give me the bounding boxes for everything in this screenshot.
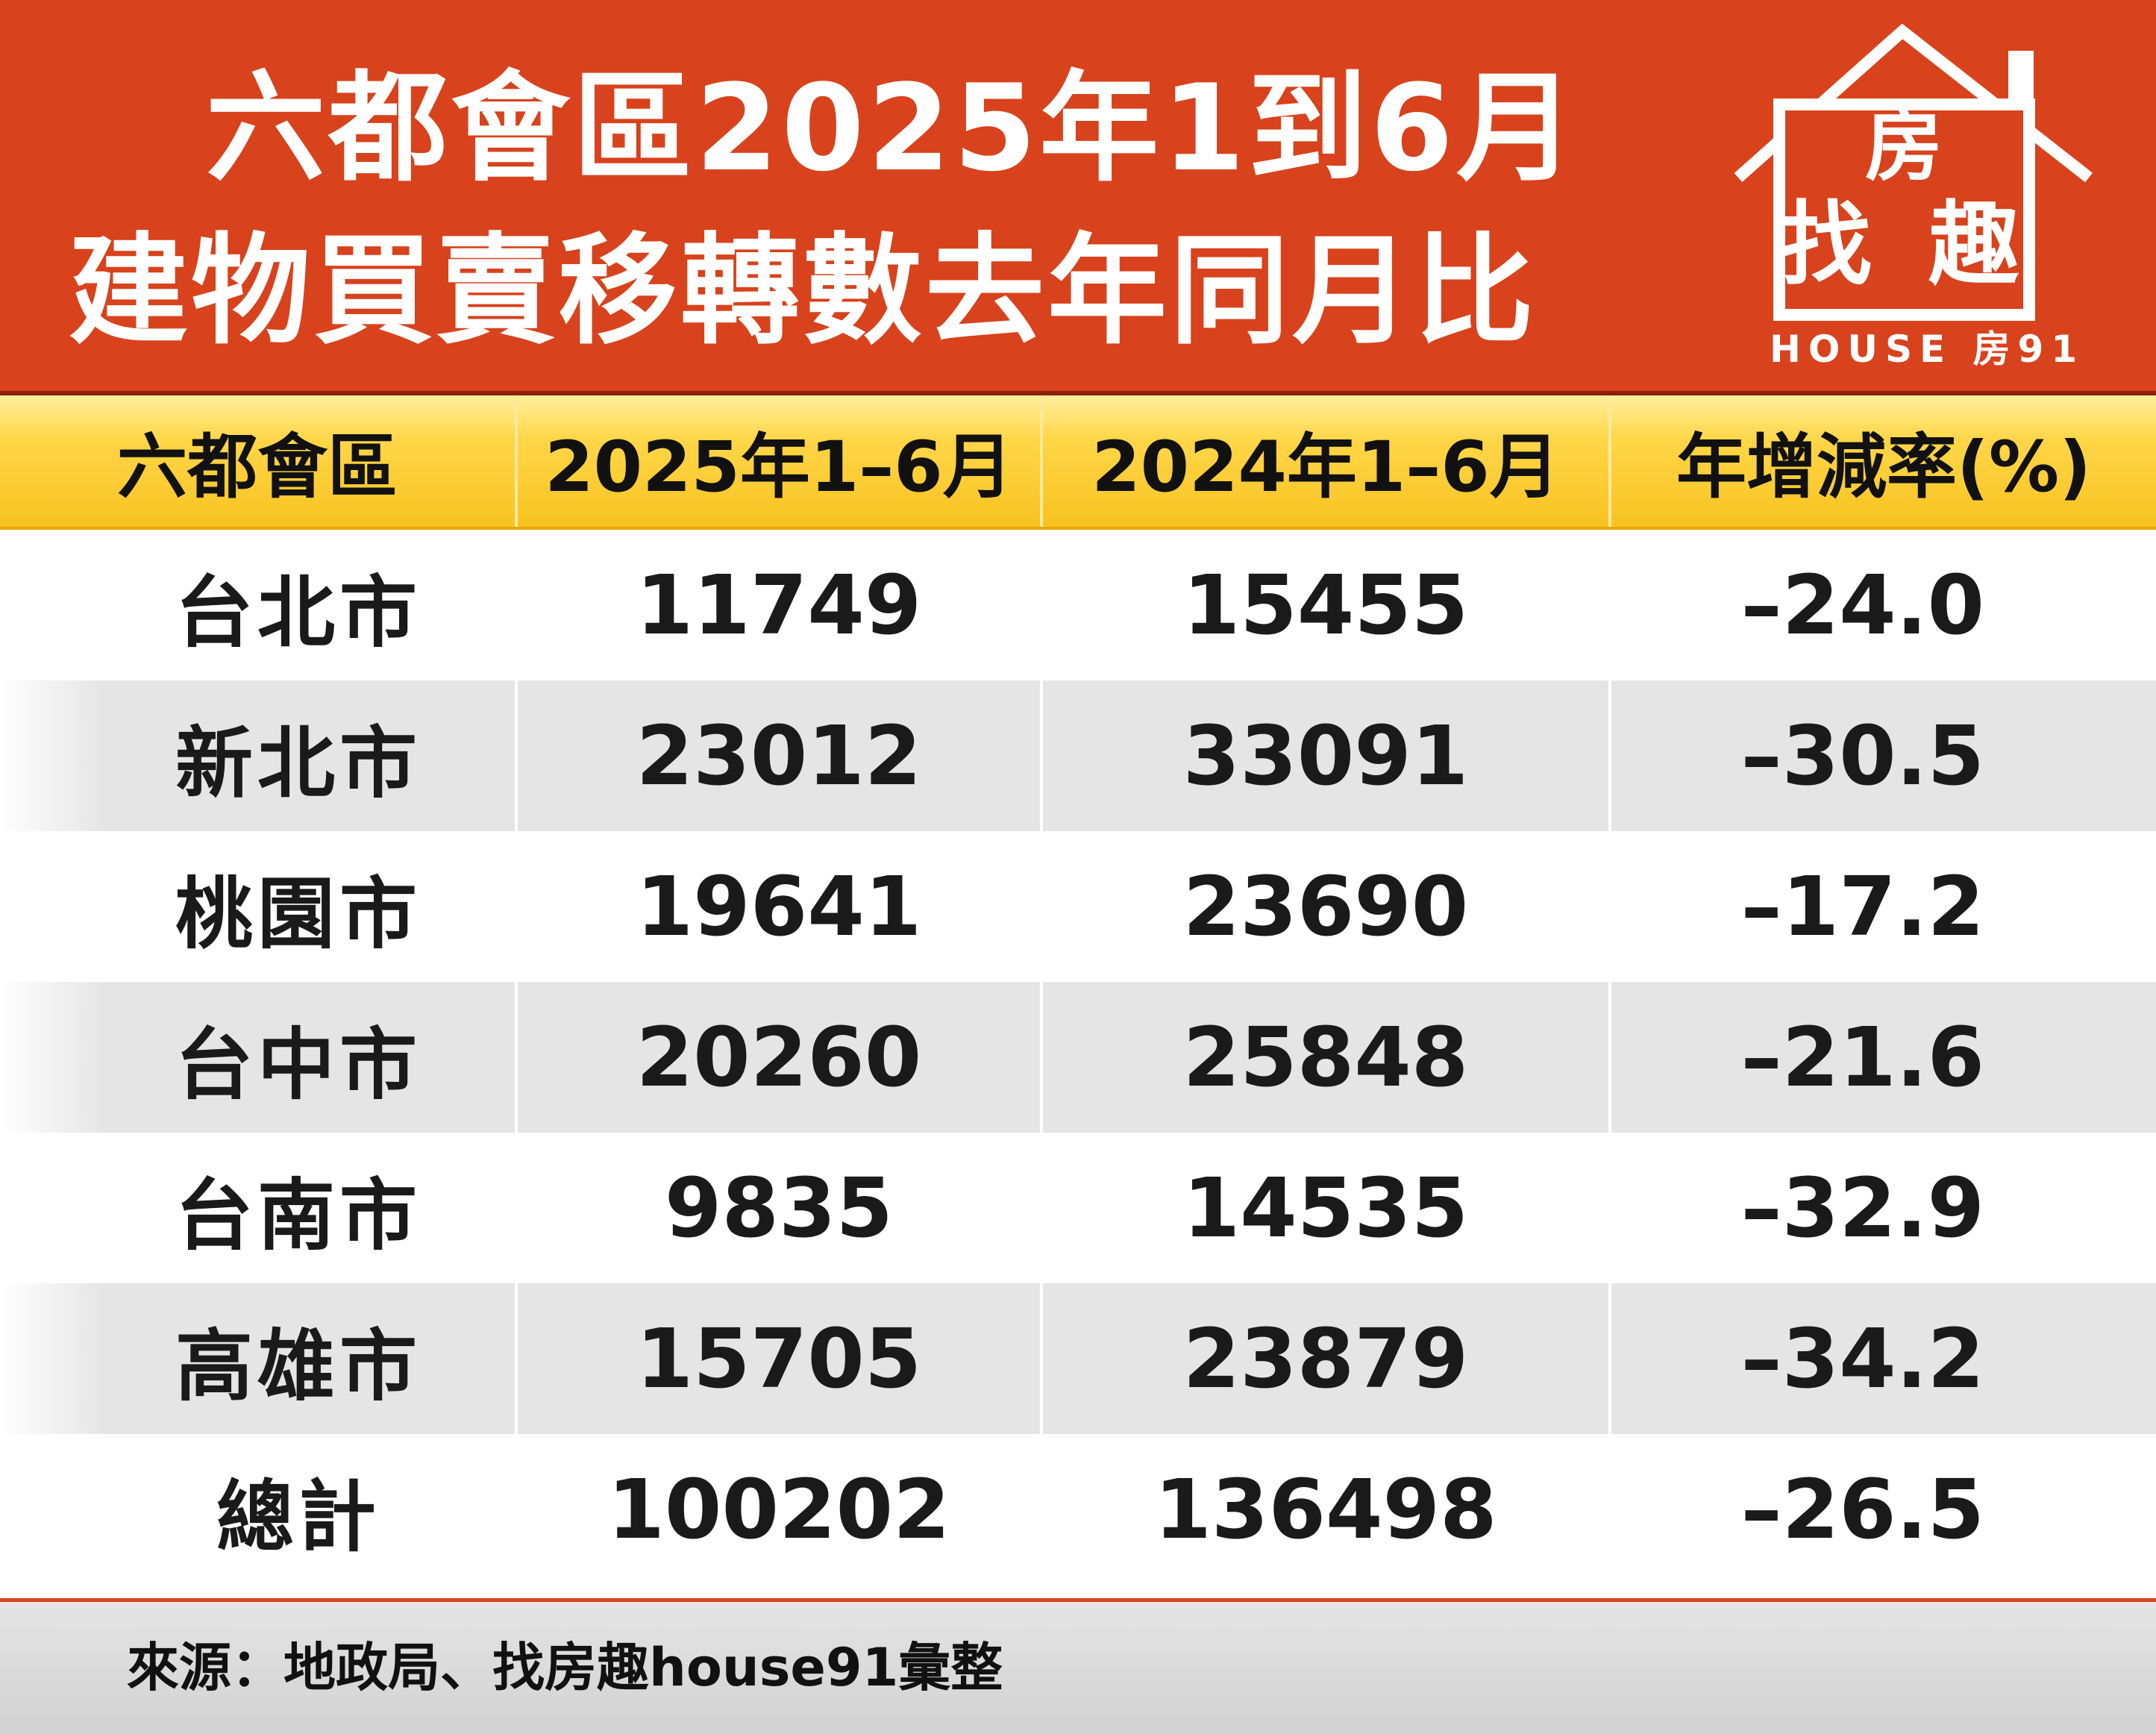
table-row: 台北市 11749 15455 –24.0	[0, 530, 2156, 680]
value-2025-cell: 23012	[636, 708, 922, 804]
value-2024-cell: 136498	[1154, 1462, 1497, 1557]
city-cell: 總計	[216, 1471, 380, 1562]
table-row: 新北市 23012 33091 –30.5	[0, 680, 2156, 831]
logo-char-top: 房	[1865, 100, 1943, 192]
table-header	[0, 391, 2156, 530]
source-note: 來源：地政局、找房趣house91彙整	[127, 1637, 1003, 1698]
city-cell: 高雄市	[175, 1320, 422, 1412]
rate-cell: –30.5	[1740, 708, 1984, 804]
city-cell: 台北市	[175, 566, 422, 658]
footer-rule	[0, 1598, 2156, 1602]
value-2025-cell: 20260	[636, 1010, 922, 1105]
table-row: 台南市 9835 14535 –32.9	[0, 1133, 2156, 1283]
city-cell: 台南市	[175, 1169, 422, 1261]
value-2025-cell: 100202	[607, 1462, 950, 1557]
header-divider	[1040, 395, 1043, 527]
column-divider	[1040, 680, 1043, 831]
title-line-1: 六都會區2025年1到6月	[206, 58, 1579, 198]
value-2025-cell: 11749	[636, 557, 922, 653]
column-divider	[1040, 1283, 1043, 1434]
header-2025: 2025年1–6月	[545, 427, 1013, 508]
house-logo-icon: 房 找 趣	[1734, 23, 2093, 321]
table-row: 桃園市 19641 23690 –17.2	[0, 831, 2156, 982]
value-2024-cell: 15455	[1182, 557, 1469, 653]
header-bottom-rule	[0, 527, 2156, 530]
city-cell: 新北市	[175, 717, 422, 809]
header-rate: 年增減率(%)	[1676, 427, 2092, 508]
value-2024-cell: 14535	[1182, 1160, 1469, 1256]
header-2024: 2024年1–6月	[1091, 427, 1560, 508]
header-city: 六都會區	[116, 427, 398, 508]
header-divider	[515, 395, 518, 527]
rate-cell: –32.9	[1740, 1160, 1984, 1256]
logo-tagline: HOUSE 房91	[1770, 328, 2085, 371]
value-2024-cell: 33091	[1182, 708, 1469, 804]
column-divider	[515, 982, 518, 1133]
value-2024-cell: 25848	[1182, 1010, 1469, 1105]
city-cell: 台中市	[175, 1018, 422, 1110]
footer	[0, 1602, 2156, 1734]
column-divider	[1608, 680, 1611, 831]
table-row: 台中市 20260 25848 –21.6	[0, 982, 2156, 1133]
city-cell: 桃園市	[175, 868, 422, 960]
value-2025-cell: 15705	[636, 1311, 922, 1406]
column-divider	[515, 1283, 518, 1434]
column-divider	[1040, 982, 1043, 1133]
rate-cell: –24.0	[1740, 557, 1984, 653]
rate-cell: –26.5	[1740, 1462, 1984, 1557]
rate-cell: –17.2	[1740, 859, 1984, 954]
header-divider	[1608, 395, 1611, 527]
header-top-rule	[0, 391, 2156, 395]
rate-cell: –21.6	[1740, 1010, 1984, 1105]
rate-cell: –34.2	[1740, 1311, 1984, 1406]
logo-char-right: 趣	[1928, 192, 2019, 298]
table-row-total: 總計 100202 136498 –26.5	[0, 1434, 2156, 1585]
value-2024-cell: 23879	[1182, 1311, 1469, 1406]
column-divider	[515, 680, 518, 831]
value-2024-cell: 23690	[1182, 859, 1469, 954]
column-divider	[1608, 982, 1611, 1133]
logo-box	[1773, 98, 2035, 321]
title-line-2: 建物買賣移轉數去年同月比	[69, 221, 1538, 360]
logo-char-left: 找	[1781, 192, 1872, 298]
value-2025-cell: 19641	[636, 859, 922, 954]
table-row: 高雄市 15705 23879 –34.2	[0, 1283, 2156, 1434]
column-divider	[1608, 1283, 1611, 1434]
value-2025-cell: 9835	[664, 1160, 894, 1256]
